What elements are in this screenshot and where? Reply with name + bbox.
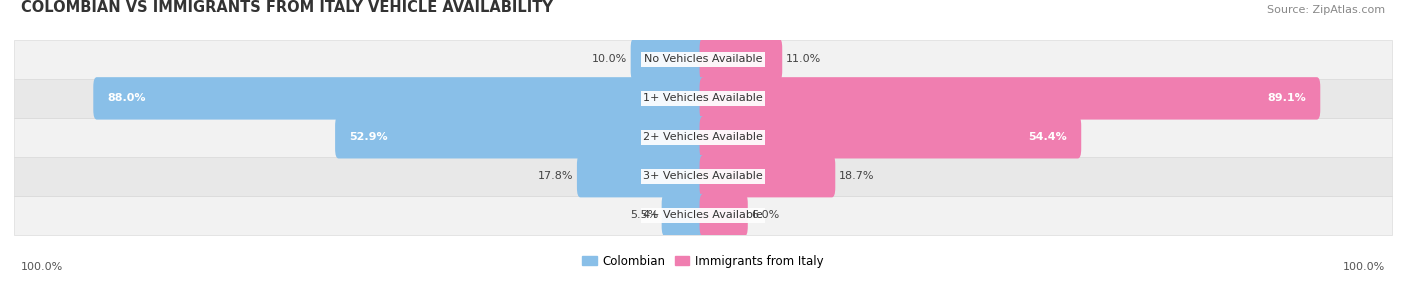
Bar [14,118,1392,157]
Text: 4+ Vehicles Available: 4+ Vehicles Available [643,210,763,220]
Text: 3+ Vehicles Available: 3+ Vehicles Available [643,171,763,181]
Text: 88.0%: 88.0% [108,94,146,103]
Bar [14,157,1392,196]
FancyBboxPatch shape [93,77,706,120]
Text: Source: ZipAtlas.com: Source: ZipAtlas.com [1267,5,1385,15]
Text: 17.8%: 17.8% [538,171,574,181]
Text: 6.0%: 6.0% [751,210,779,220]
FancyBboxPatch shape [335,116,706,158]
FancyBboxPatch shape [700,155,835,197]
Text: No Vehicles Available: No Vehicles Available [644,55,762,64]
Bar [14,79,1392,118]
FancyBboxPatch shape [700,194,748,236]
Bar [14,196,1392,235]
FancyBboxPatch shape [700,116,1081,158]
Text: 10.0%: 10.0% [592,55,627,64]
Text: 52.9%: 52.9% [350,132,388,142]
FancyBboxPatch shape [576,155,706,197]
FancyBboxPatch shape [662,194,706,236]
Bar [14,40,1392,79]
Text: 100.0%: 100.0% [21,262,63,272]
Text: 18.7%: 18.7% [839,171,875,181]
Text: 89.1%: 89.1% [1267,94,1306,103]
FancyBboxPatch shape [631,38,706,81]
Text: 54.4%: 54.4% [1028,132,1067,142]
FancyBboxPatch shape [700,38,782,81]
Text: COLOMBIAN VS IMMIGRANTS FROM ITALY VEHICLE AVAILABILITY: COLOMBIAN VS IMMIGRANTS FROM ITALY VEHIC… [21,0,553,15]
Text: 1+ Vehicles Available: 1+ Vehicles Available [643,94,763,103]
Text: 5.5%: 5.5% [630,210,658,220]
FancyBboxPatch shape [700,77,1320,120]
Text: 2+ Vehicles Available: 2+ Vehicles Available [643,132,763,142]
Legend: Colombian, Immigrants from Italy: Colombian, Immigrants from Italy [582,255,824,267]
Text: 100.0%: 100.0% [1343,262,1385,272]
Text: 11.0%: 11.0% [786,55,821,64]
